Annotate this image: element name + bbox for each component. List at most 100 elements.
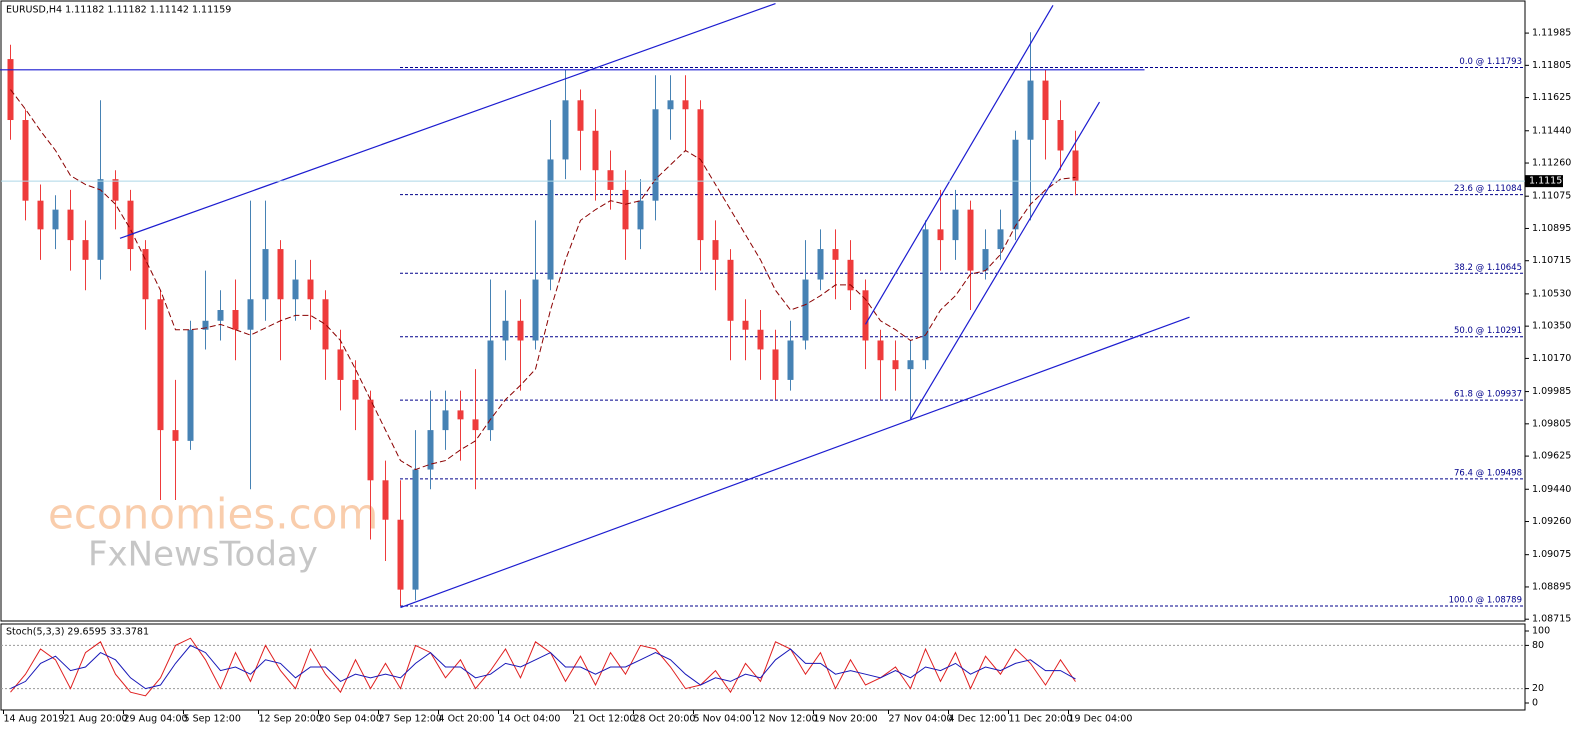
candle-body: [532, 279, 539, 341]
watermark-brand: economies.com: [48, 490, 378, 539]
y-tick-label: 1.09260: [1532, 516, 1571, 527]
candle-body: [637, 200, 644, 230]
candle-body: [1057, 120, 1064, 151]
y-tick-label: 1.08895: [1532, 581, 1571, 592]
candle-body: [787, 340, 794, 380]
candle-body: [652, 109, 659, 201]
candle-body: [367, 399, 374, 481]
fibo-label: 61.8 @ 1.09937: [1454, 390, 1522, 400]
trend-line: [909, 101, 1101, 420]
candle-body: [757, 329, 764, 350]
candle-body: [262, 249, 269, 300]
watermark-sub: FxNewsToday: [88, 535, 318, 575]
x-tick-label: 21 Oct 12:00: [574, 714, 636, 725]
fibo-label: 0.0 @ 1.11793: [1459, 57, 1522, 67]
candle-body: [682, 100, 689, 110]
x-tick-label: 27 Nov 04:00: [889, 714, 953, 725]
x-tick-label: 4 Oct 20:00: [439, 714, 495, 725]
candle-body: [547, 159, 554, 280]
candle-body: [877, 340, 884, 361]
x-tick-label: 14 Aug 2019: [4, 714, 65, 725]
candle-body: [172, 430, 179, 441]
candle-body: [967, 209, 974, 271]
candle-body: [997, 229, 1004, 250]
y-tick-label: 1.10530: [1532, 288, 1571, 299]
candle-body: [487, 340, 494, 431]
candle-body: [457, 410, 464, 420]
candle-body: [97, 179, 104, 260]
candle-body: [937, 229, 944, 241]
candle-body: [667, 100, 674, 110]
candle-body: [82, 240, 89, 260]
y-tick-label: 1.11985: [1532, 28, 1571, 39]
y-tick-label: 1.09805: [1532, 418, 1571, 429]
candle-body: [817, 249, 824, 280]
candle-body: [1072, 150, 1079, 182]
fibo-label: 23.6 @ 1.11084: [1454, 184, 1522, 194]
x-tick-label: 5 Sep 12:00: [184, 714, 241, 725]
y-tick-label: 1.11260: [1532, 158, 1571, 169]
x-tick-label: 21 Aug 20:00: [64, 714, 128, 725]
y-tick-label: 1.11805: [1532, 60, 1571, 71]
x-tick-label: 19 Dec 04:00: [1069, 714, 1133, 725]
candle-body: [202, 320, 209, 330]
x-tick-label: 14 Oct 04:00: [499, 714, 561, 725]
trend-line: [119, 2, 776, 239]
x-tick-label: 27 Sep 12:00: [379, 714, 442, 725]
candle-body: [37, 200, 44, 230]
candle-body: [622, 189, 629, 230]
main-frame: [0, 0, 1526, 622]
candle-body: [52, 209, 59, 230]
trend-line: [864, 4, 1054, 325]
candle-body: [562, 100, 569, 160]
x-tick-label: 12 Nov 12:00: [754, 714, 818, 725]
y-tick-label: 1.11440: [1532, 125, 1571, 136]
candle-body: [142, 249, 149, 300]
candle-body: [442, 410, 449, 431]
candle-body: [112, 179, 119, 201]
candle-body: [847, 259, 854, 291]
candle-body: [517, 320, 524, 341]
y-tick-label: 0: [1532, 698, 1538, 709]
candle-body: [337, 349, 344, 380]
x-tick-label: 19 Nov 20:00: [814, 714, 878, 725]
price-label: 1.11159: [1529, 176, 1568, 187]
chart-title: EURUSD,H4 1.11182 1.11182 1.11142 1.1115…: [6, 5, 231, 16]
candle-body: [982, 249, 989, 271]
y-tick-label: 1.10895: [1532, 223, 1571, 234]
candle-body: [187, 329, 194, 441]
candle-body: [1012, 139, 1019, 230]
candle-body: [22, 120, 29, 201]
x-tick-label: 20 Sep 04:00: [319, 714, 382, 725]
stoch-frame: [0, 623, 1526, 711]
trend-line: [400, 316, 1190, 609]
candle-body: [922, 229, 929, 361]
candle-body: [352, 379, 359, 400]
y-tick-label: 1.09985: [1532, 386, 1571, 397]
candle-body: [952, 209, 959, 241]
y-tick-label: 1.10170: [1532, 353, 1571, 364]
y-tick-label: 1.10715: [1532, 255, 1571, 266]
stoch-line: [10, 637, 1076, 697]
candle-body: [697, 109, 704, 241]
candle-body: [247, 299, 254, 330]
y-tick-label: 1.11075: [1532, 191, 1571, 202]
y-tick-label: 1.08715: [1532, 614, 1571, 625]
candle-body: [742, 320, 749, 330]
candle-body: [397, 519, 404, 590]
x-tick-label: 4 Dec 12:00: [949, 714, 1007, 725]
fibo-label: 100.0 @ 1.08789: [1449, 595, 1522, 605]
candle-body: [472, 419, 479, 431]
candle-body: [712, 240, 719, 260]
x-tick-label: 28 Oct 20:00: [634, 714, 696, 725]
candle-body: [502, 320, 509, 341]
candle-body: [607, 170, 614, 190]
y-tick-label: 80: [1532, 640, 1544, 651]
candle-body: [412, 469, 419, 590]
candle-body: [577, 100, 584, 131]
candle-body: [1027, 80, 1034, 140]
y-tick-label: 100: [1532, 625, 1550, 636]
candle-body: [322, 299, 329, 350]
